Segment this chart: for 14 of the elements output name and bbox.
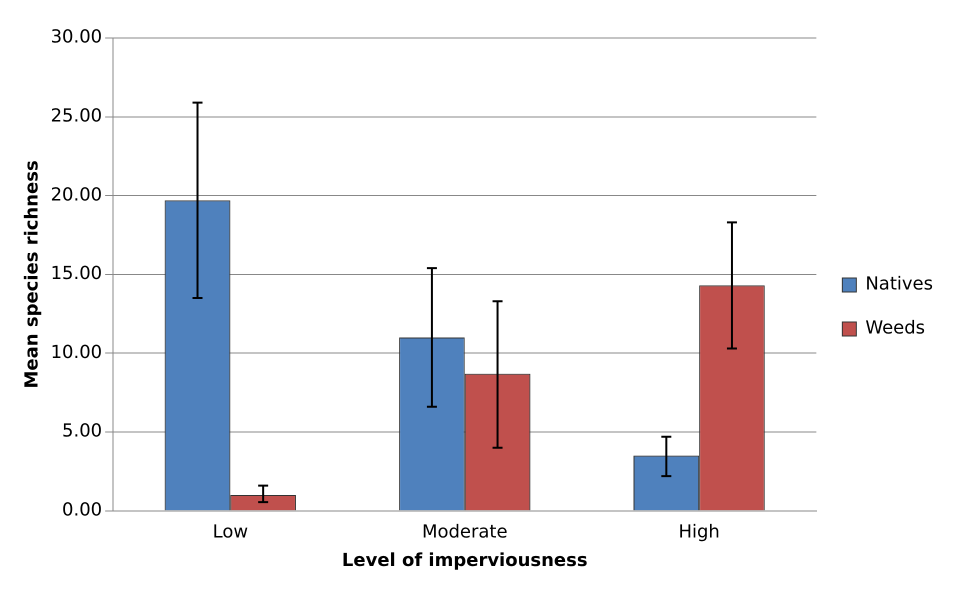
y-tick-label: 30.00 (50, 26, 102, 48)
x-tick-label: Moderate (422, 521, 508, 542)
y-tick-label: 25.00 (50, 105, 102, 126)
x-tick-label: Low (212, 521, 248, 542)
x-axis-title: Level of imperviousness (342, 550, 588, 571)
y-tick-label: 10.00 (50, 342, 102, 363)
y-tick-label: 0.00 (62, 499, 102, 520)
y-axis-title: Mean species richness (21, 160, 42, 388)
y-tick-label: 15.00 (50, 263, 102, 284)
y-tick-label: 20.00 (50, 184, 102, 206)
legend-label: Natives (865, 274, 934, 295)
legend-label: Weeds (865, 318, 926, 339)
x-tick-label: High (678, 521, 720, 542)
y-tick-label: 5.00 (62, 420, 102, 442)
